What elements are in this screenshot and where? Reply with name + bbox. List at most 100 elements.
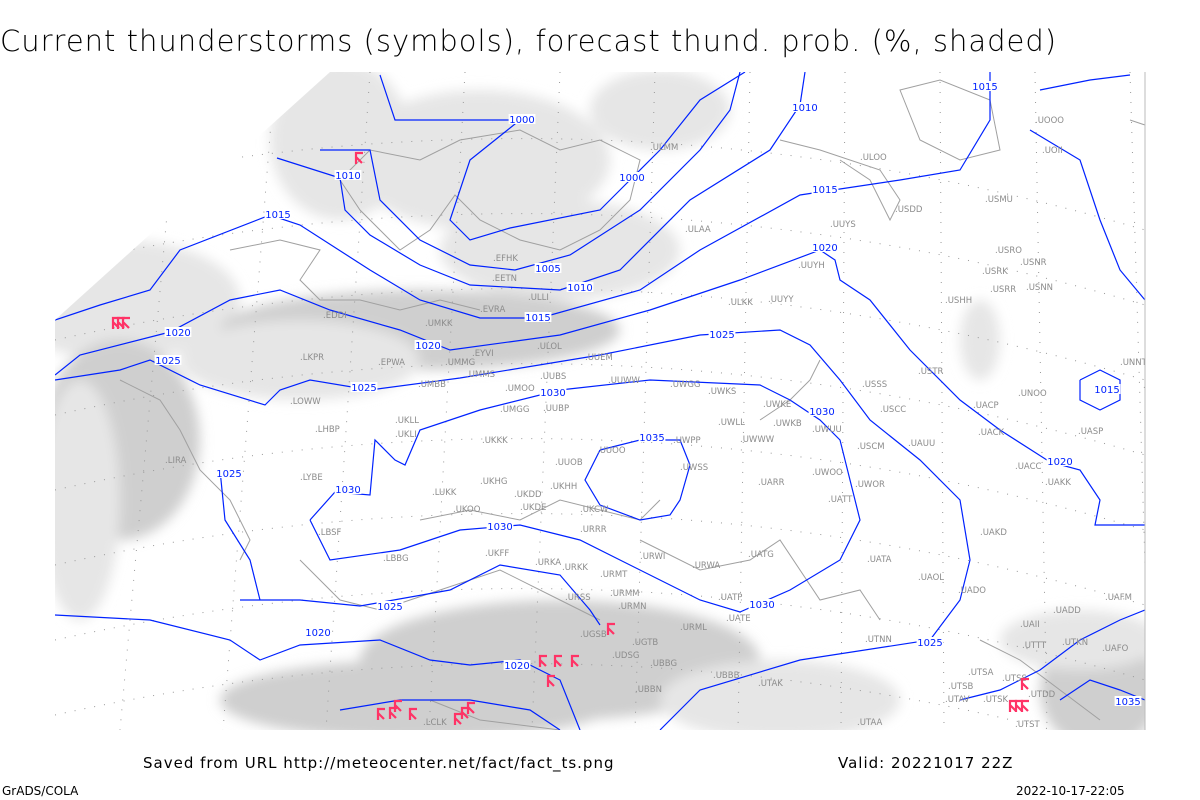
station-label: .URMT [600,570,628,580]
thunderstorm-icon [460,706,469,719]
station-label: .UUBS [540,372,566,382]
coastline [779,139,901,222]
probability-shade [590,72,730,150]
isobar-label: 1030 [749,600,774,611]
station-dot: . [768,295,771,305]
station-label: .UUWW [608,376,641,386]
station-label: .UTST [1015,720,1041,730]
station-label: .UAKD [980,528,1007,538]
station-dot: . [1105,593,1108,603]
isobar-label: 1025 [377,602,402,613]
station-dot: . [918,573,921,583]
station-label: .UTSS [1002,674,1027,684]
isobar-line [55,329,971,730]
station-dot: . [758,478,761,488]
station-dot: . [985,195,988,205]
station-dot: . [315,425,318,435]
station-label: .UAII [1020,620,1040,630]
station-label: .UWKE [763,400,791,410]
isobar-label: 1020 [1047,457,1072,468]
isobar-label: 1030 [809,407,834,418]
station-label: .UATA [867,555,892,565]
station-code: USNR [1023,258,1047,268]
station-dot: . [466,370,469,380]
station-label: .LCLK [423,718,447,728]
station-code: USDD [898,205,923,215]
station-dot: . [383,554,386,564]
station-code: USRK [985,267,1009,277]
station-label: .UAFO [1102,644,1129,654]
station-label: .URKA [535,558,561,568]
station-code: UKHH [553,482,578,492]
station-dot: . [670,380,673,390]
station-dot: . [318,528,321,538]
station-dot: . [445,358,448,368]
station-label: .UTDD [1028,690,1056,700]
station-code: UTSB [951,682,974,692]
station-code: ULKK [731,298,754,308]
station-label: .USTR [918,367,944,377]
station-code: UAOL [921,573,945,583]
station-label: .USNR [1020,258,1047,268]
station-dot: . [165,456,168,466]
station-label: .LUKK [432,488,457,498]
station-dot: . [828,495,831,505]
station-dot: . [453,505,456,515]
station-code: UASP [1081,427,1104,437]
station-code: UAFO [1105,644,1129,654]
station-label: .UATT [828,495,853,505]
station-code: EFHK [496,254,519,264]
station-dot: . [798,261,801,271]
station-dot: . [1102,644,1105,654]
station-dot: . [830,220,833,230]
station-dot: . [608,376,611,386]
isobar-label: 1015 [525,313,550,324]
station-label: .UTTT [1022,641,1047,651]
station-dot: . [945,296,948,306]
station-label: .LOWW [290,397,321,407]
station-code: UMBB [421,380,446,390]
coastline [759,359,821,421]
isobar-label: 1000 [619,173,644,184]
isobar-line [55,72,991,321]
station-label: .ULAA [685,225,711,235]
station-label: .UATG [748,550,774,560]
station-label: .UASP [1078,427,1103,437]
station-dot: . [685,225,688,235]
station-label: .UTSA [968,668,994,678]
station-label: .UAUU [908,439,935,449]
station-code: URWA [695,561,721,571]
station-dot: . [1078,427,1081,437]
station-dot: . [480,477,483,487]
station-dot: . [867,555,870,565]
coastline [979,639,1101,721]
station-label: .URRR [580,525,607,535]
station-code: UUOB [558,458,583,468]
station-dot: . [718,418,721,428]
station-label: .UMBB [418,380,446,390]
thunderstorm-icon [538,654,547,667]
station-code: URMM [613,589,640,599]
station-label: .UACP [973,401,999,411]
thunderstorm-icon [570,654,579,667]
isobar-label-bg [791,102,819,112]
station-label: .URKK [562,563,588,573]
station-dot: . [728,298,731,308]
station-code: UDSG [615,651,640,661]
station-label: .UUBP [543,404,569,414]
station-code: UBBG [653,659,677,669]
thunderstorm-icon [408,707,417,720]
isobar-label-bg [534,263,562,273]
isobar-label: 1035 [639,433,664,444]
station-code: ULOO [863,153,887,163]
station-label: .UNOO [1018,389,1047,399]
station-label: .UWGG [670,380,701,390]
station-dot: . [543,404,546,414]
station-label: .UUOO [597,446,626,456]
station-label: .EDDI [323,311,347,321]
coastline [1129,119,1145,131]
station-dot: . [1020,258,1023,268]
station-label: .UKCW [580,505,609,515]
station-code: UKDD [517,490,542,500]
isobar-line [1039,74,1131,91]
